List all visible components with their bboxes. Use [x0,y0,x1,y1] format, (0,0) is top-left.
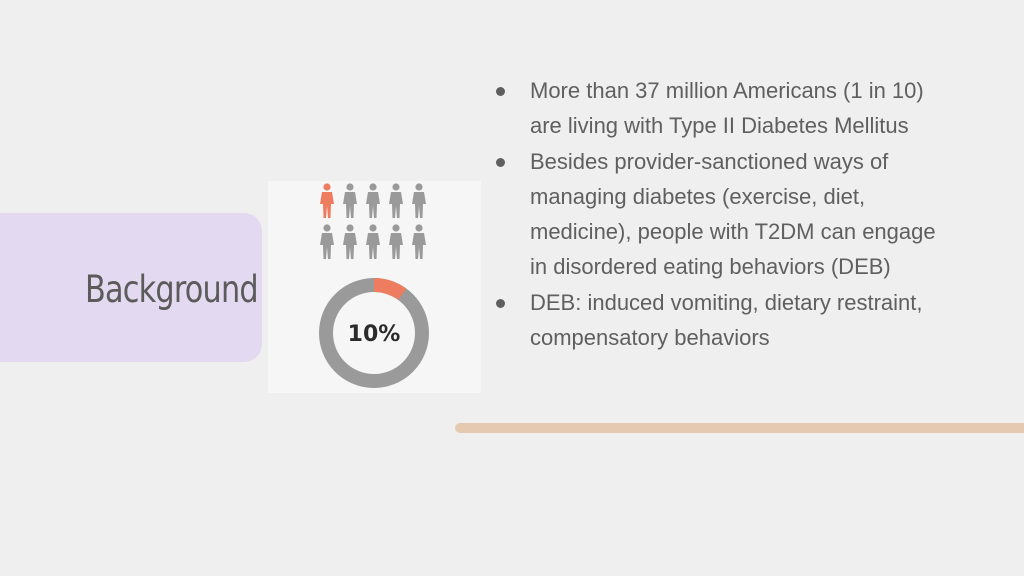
person-icon [389,183,403,218]
infographic-graphic: 10% [319,183,429,388]
title-panel [0,213,262,362]
people-grid [320,183,426,259]
person-icon [412,183,426,218]
bullet-text: More than 37 million Americans (1 in 10)… [530,78,924,139]
bullet-item: Besides provider-sanctioned ways of mana… [492,144,952,285]
person-icon [366,224,380,259]
bullet-text: DEB: induced vomiting, dietary restraint… [530,289,923,351]
diabetes-infographic: 10% [268,181,481,393]
percentage-donut [319,278,429,388]
person-icon [412,224,426,259]
person-icon [366,183,380,218]
donut-highlight-segment [373,278,407,301]
bullet-dot-icon [496,298,505,308]
person-icon [320,224,334,259]
accent-underline [455,423,1024,433]
slide-title: Background [85,268,259,311]
bullet-dot-icon [496,157,505,167]
bullet-list: More than 37 million Americans (1 in 10)… [492,73,952,355]
bullet-item: More than 37 million Americans (1 in 10)… [492,73,952,144]
bullet-dot-icon [496,87,505,96]
person-icon [389,224,403,259]
bullet-text: Besides provider-sanctioned ways of mana… [530,148,936,280]
person-icon [320,183,334,218]
percent-label: 10% [348,322,401,347]
person-icon [343,183,357,218]
person-icon [343,224,357,259]
bullet-item: DEB: induced vomiting, dietary restraint… [492,285,952,356]
